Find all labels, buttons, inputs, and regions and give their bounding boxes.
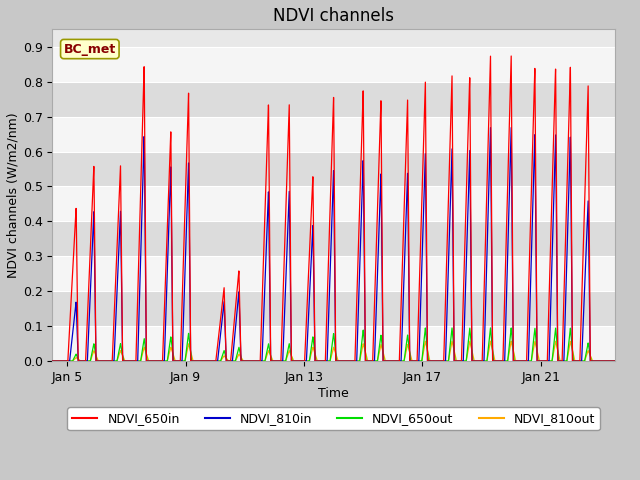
Bar [52,47,615,82]
Bar [52,117,615,152]
Bar [52,326,615,361]
Text: BC_met: BC_met [64,43,116,56]
Bar [52,221,615,256]
Bar [52,186,615,221]
Legend: NDVI_650in, NDVI_810in, NDVI_650out, NDVI_810out: NDVI_650in, NDVI_810in, NDVI_650out, NDV… [67,407,600,430]
Y-axis label: NDVI channels (W/m2/nm): NDVI channels (W/m2/nm) [7,112,20,278]
Bar [52,291,615,326]
X-axis label: Time: Time [318,386,349,399]
Bar [52,82,615,117]
Title: NDVI channels: NDVI channels [273,7,394,25]
Bar [52,256,615,291]
Bar [52,152,615,186]
